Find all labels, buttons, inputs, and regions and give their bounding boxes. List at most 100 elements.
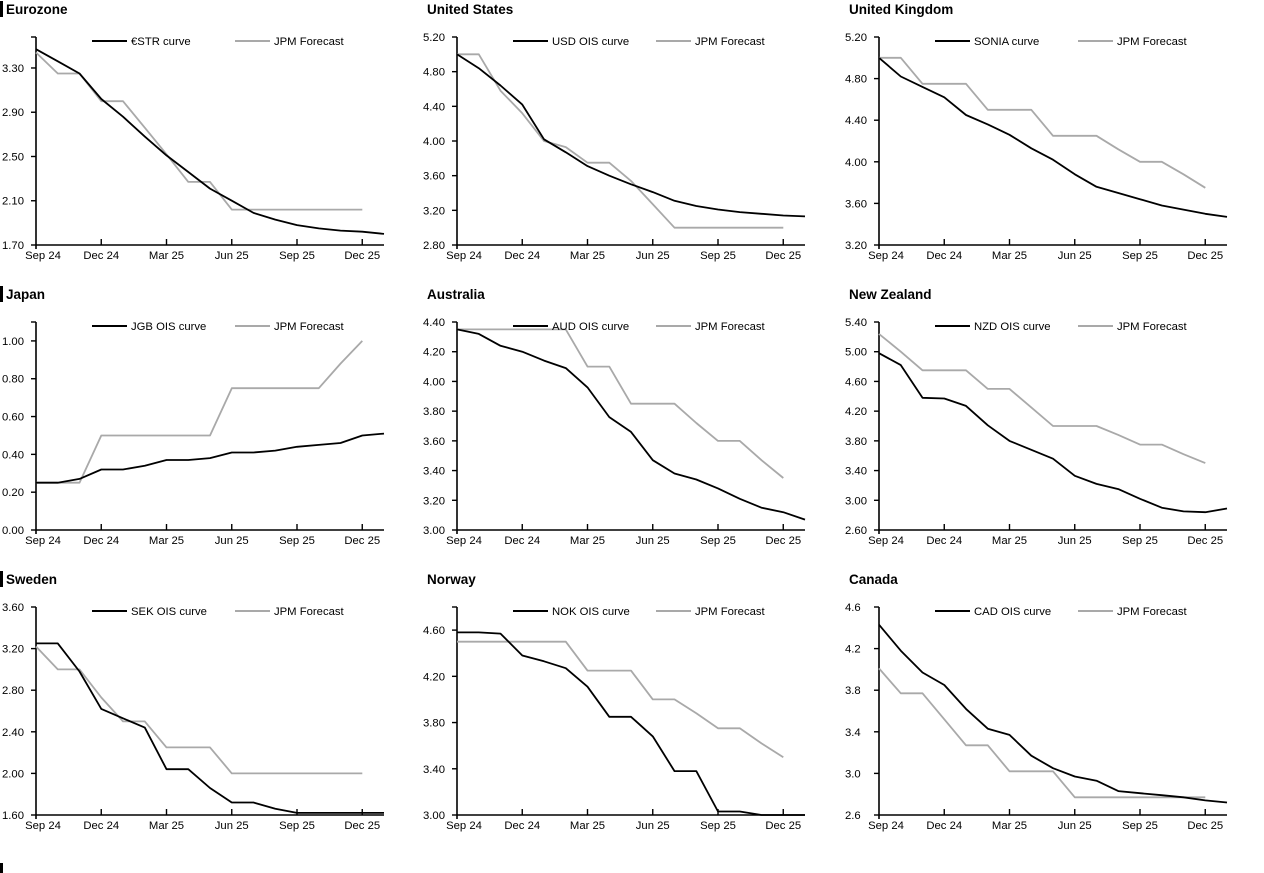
forecast-line [457, 328, 784, 479]
forecast-line [35, 645, 363, 775]
x-tick-label: Sep 25 [279, 535, 315, 547]
y-tick-label: 3.40 [423, 466, 445, 478]
legend-ois-label: AUD OIS curve [552, 321, 629, 333]
forecast-line [35, 51, 363, 211]
x-tick-label: Sep 24 [868, 250, 904, 262]
y-tick-label: 5.00 [845, 347, 867, 359]
x-tick-label: Sep 24 [25, 535, 61, 547]
partial-section-marker [0, 863, 3, 873]
x-tick-label: Jun 25 [636, 250, 670, 262]
y-tick-label: 0.00 [2, 525, 24, 537]
y-tick-label: 4.40 [845, 115, 867, 127]
forecast-line [878, 667, 1206, 799]
x-tick-label: Sep 24 [25, 820, 61, 832]
y-tick-label: 1.70 [2, 240, 24, 252]
y-tick-label: 2.80 [423, 240, 445, 252]
x-tick-label: Jun 25 [215, 250, 249, 262]
chart-panel-eurozone: Eurozone 3.30 2.90 2.50 2.10 1.70 Sep 24 Dec 2… [0, 0, 421, 285]
y-tick-label: 3.00 [423, 525, 445, 537]
x-tick-label: Jun 25 [636, 535, 670, 547]
y-tick-label: 3.40 [423, 764, 445, 776]
legend-ois-label: €STR curve [131, 36, 191, 48]
y-tick-label: 4.00 [423, 136, 445, 148]
chart-panel-new-zealand: New Zealand 5.40 5.00 4.60 4.20 3.80 3.40 3.00… [843, 285, 1264, 570]
forecast-line [878, 333, 1206, 464]
ois-curve-line [878, 57, 1228, 218]
x-tick-label: Sep 25 [700, 820, 736, 832]
ois-curve-line [35, 48, 385, 235]
y-tick-label: 2.80 [2, 685, 24, 697]
section-bar [0, 1, 3, 17]
chart-title-row: Australia [421, 285, 842, 308]
legend-ois-label: NOK OIS curve [552, 606, 630, 618]
y-tick-label: 4.60 [845, 376, 867, 388]
x-tick-label: Jun 25 [1058, 535, 1092, 547]
legend-forecast-label: JPM Forecast [274, 321, 345, 333]
x-tick-label: Dec 24 [504, 250, 540, 262]
x-tick-label: Sep 24 [25, 250, 61, 262]
x-tick-label: Jun 25 [1058, 820, 1092, 832]
y-tick-label: 3.20 [423, 205, 445, 217]
chart-title-row: United States [421, 0, 842, 23]
ois-curve-line [456, 328, 806, 521]
y-tick-label: 5.20 [423, 32, 445, 44]
y-tick-label: 5.20 [845, 32, 867, 44]
legend-forecast-label: JPM Forecast [274, 606, 345, 618]
chart-panel-australia: Australia 4.40 4.20 4.00 3.80 3.60 3.40 3.20 3.… [421, 285, 842, 570]
y-tick-label: 0.40 [2, 449, 24, 461]
x-tick-label: Dec 24 [926, 250, 962, 262]
chart-title: Australia [427, 287, 485, 302]
y-tick-label: 3.60 [423, 436, 445, 448]
y-tick-label: 4.00 [845, 157, 867, 169]
y-tick-label: 3.80 [423, 406, 445, 418]
x-tick-label: Jun 25 [1058, 250, 1092, 262]
y-tick-label: 4.20 [423, 671, 445, 683]
x-tick-label: Jun 25 [215, 535, 249, 547]
y-tick-label: 4.80 [845, 74, 867, 86]
x-tick-label: Sep 25 [279, 250, 315, 262]
y-tick-label: 2.00 [2, 768, 24, 780]
x-tick-label: Dec 24 [83, 535, 119, 547]
y-tick-label: 2.50 [2, 151, 24, 163]
x-tick-label: Mar 25 [992, 820, 1027, 832]
chart-title-row: Sweden [0, 570, 421, 593]
x-tick-label: Sep 24 [446, 250, 482, 262]
chart-title: United Kingdom [849, 2, 954, 17]
legend-ois-label: SONIA curve [974, 36, 1039, 48]
section-bar [0, 571, 3, 587]
y-tick-label: 1.00 [2, 336, 24, 348]
y-tick-label: 4.2 [845, 644, 861, 656]
x-tick-label: Sep 25 [1122, 535, 1158, 547]
chart-title: Canada [849, 572, 898, 587]
y-tick-label: 0.20 [2, 487, 24, 499]
x-tick-label: Dec 25 [765, 820, 801, 832]
x-tick-label: Mar 25 [149, 250, 184, 262]
x-tick-label: Mar 25 [570, 250, 605, 262]
x-tick-label: Dec 24 [926, 820, 962, 832]
y-tick-label: 3.20 [423, 495, 445, 507]
y-tick-label: 3.80 [845, 436, 867, 448]
y-tick-label: 4.40 [423, 317, 445, 329]
x-tick-label: Sep 25 [1122, 820, 1158, 832]
y-tick-label: 3.20 [2, 644, 24, 656]
x-tick-label: Sep 24 [868, 820, 904, 832]
y-tick-label: 4.20 [845, 406, 867, 418]
ois-curve-line [36, 642, 384, 814]
y-tick-label: 2.6 [845, 810, 861, 822]
chart-title: Eurozone [6, 2, 68, 17]
x-tick-label: Dec 24 [504, 535, 540, 547]
x-tick-label: Jun 25 [215, 820, 249, 832]
y-tick-label: 2.40 [2, 727, 24, 739]
chart-title-row: Norway [421, 570, 842, 593]
chart-title: Sweden [6, 572, 58, 587]
x-tick-label: Dec 25 [344, 535, 380, 547]
legend-ois-label: CAD OIS curve [974, 606, 1051, 618]
y-tick-label: 0.60 [2, 412, 24, 424]
y-tick-label: 3.60 [423, 171, 445, 183]
chart-title-row: United Kingdom [843, 0, 1264, 23]
x-tick-label: Dec 25 [1187, 250, 1223, 262]
x-tick-label: Jun 25 [636, 820, 670, 832]
